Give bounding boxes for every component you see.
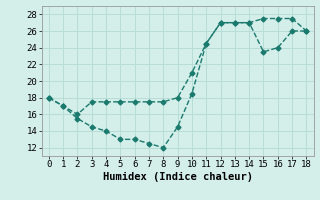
- X-axis label: Humidex (Indice chaleur): Humidex (Indice chaleur): [103, 172, 252, 182]
